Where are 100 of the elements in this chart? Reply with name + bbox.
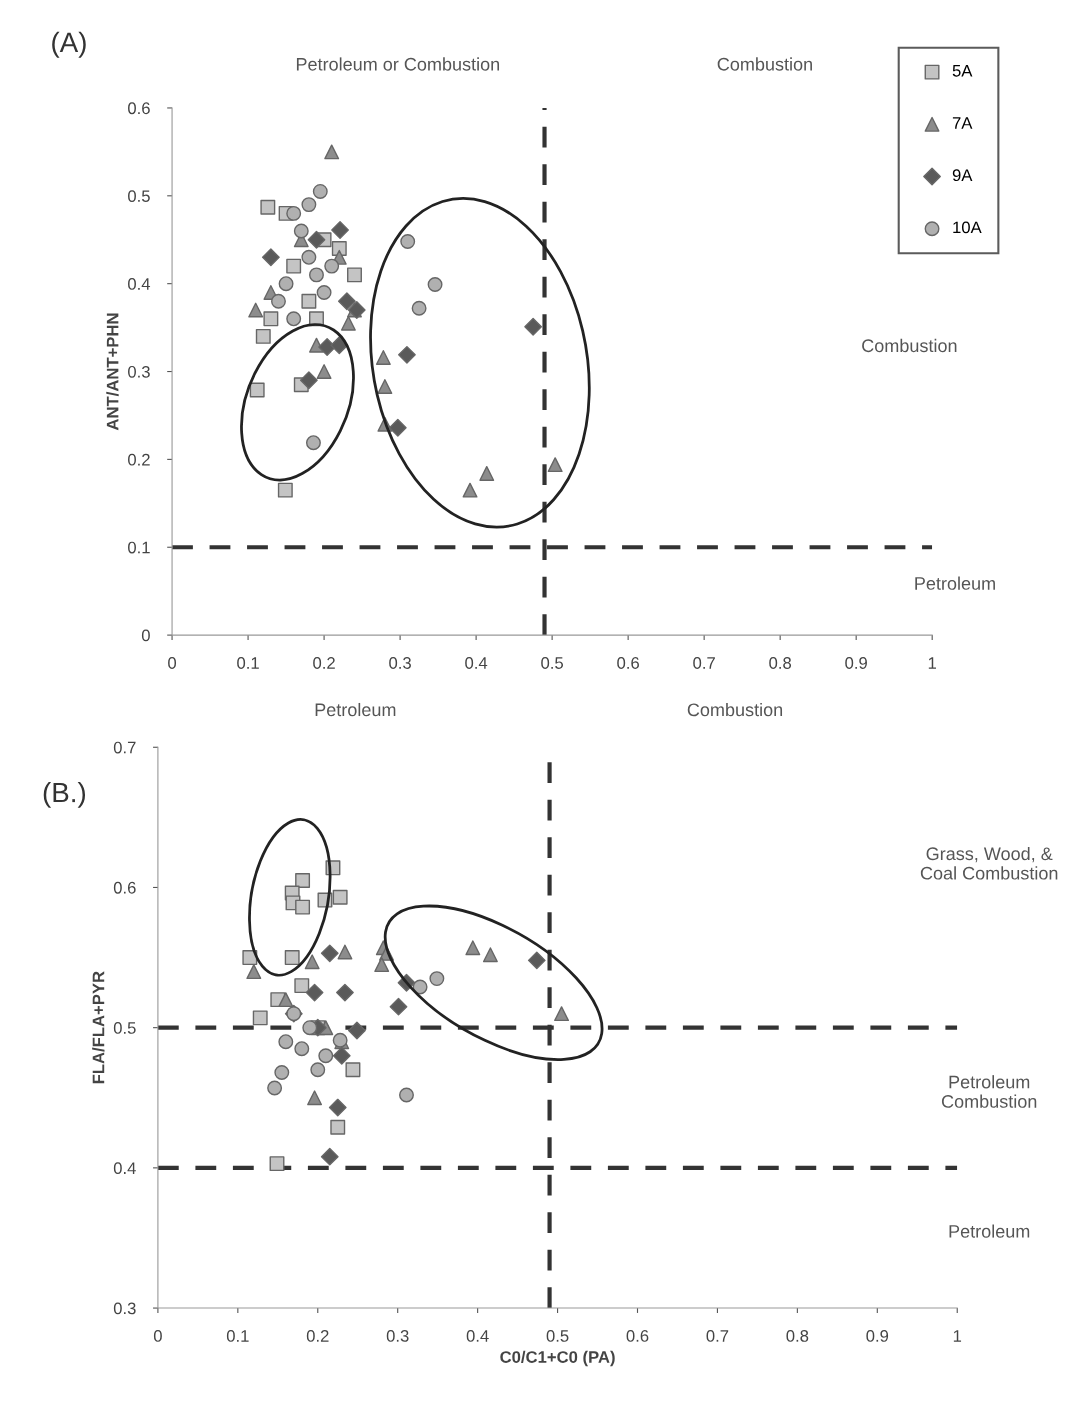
chart-title: (A)	[52, 31, 86, 58]
point	[274, 1065, 290, 1080]
point	[263, 311, 279, 327]
point	[399, 1087, 414, 1103]
y-tick-label: 0.4	[128, 278, 151, 290]
legend-label: 9A	[952, 169, 973, 182]
point	[318, 1048, 334, 1064]
y-tick-label: 0.1	[128, 541, 150, 554]
x-tick-label: 0.6	[617, 657, 639, 669]
x-tick-label: 0.7	[693, 657, 715, 669]
point	[345, 1062, 361, 1078]
x-tick-label: 0.7	[706, 1330, 729, 1342]
point	[309, 267, 324, 283]
point	[277, 482, 293, 498]
point	[331, 241, 347, 256]
point	[347, 267, 362, 283]
y-tick-label: 0.5	[128, 190, 150, 203]
point	[332, 889, 348, 905]
point	[293, 223, 309, 239]
legend-label: 7A	[952, 117, 973, 129]
text: Petroleum	[315, 702, 396, 717]
point	[304, 954, 320, 970]
annotation: Petroleum	[949, 1224, 1030, 1238]
point	[374, 957, 390, 973]
y-tick-label: 0.5	[113, 1022, 136, 1034]
annotation: Petroleum Combustion	[941, 1075, 1037, 1108]
x-tick-label: 1	[928, 657, 937, 669]
point	[271, 293, 286, 309]
legend-label: 10A	[953, 221, 982, 234]
y-tick-label: 0.6	[128, 102, 150, 115]
point	[316, 284, 332, 300]
point	[286, 258, 302, 274]
point	[305, 435, 321, 451]
x-tick-label: 0	[168, 657, 177, 669]
point	[295, 872, 311, 888]
point	[307, 230, 326, 249]
point	[278, 1034, 294, 1050]
y-tick-label: 0.7	[113, 741, 136, 754]
x-tick-label: 0.5	[541, 657, 564, 669]
point	[554, 1006, 570, 1022]
point	[388, 418, 407, 437]
x-tick-label: 0.9	[866, 1330, 889, 1342]
point	[482, 947, 498, 963]
point	[309, 337, 324, 353]
point	[527, 951, 546, 970]
point	[398, 345, 416, 364]
point	[330, 1119, 346, 1135]
point	[462, 482, 478, 498]
x-tick-label: 0.4	[466, 1330, 489, 1342]
x-axis-title: C0/C1+C0 (PA)	[500, 1350, 615, 1367]
point	[269, 1156, 285, 1172]
point	[307, 1090, 323, 1106]
annotation: Grass, Wood, & Coal Combustion	[920, 846, 1058, 880]
point	[347, 301, 366, 319]
point	[295, 899, 311, 915]
x-tick-label: 0.4	[465, 657, 488, 669]
y-tick-label: 0.3	[128, 365, 150, 378]
point	[524, 317, 543, 336]
x-tick-label: 1	[953, 1330, 962, 1342]
point	[246, 964, 262, 980]
y-tick-label: 0	[141, 629, 150, 642]
y-axis-title: ANT/ANT+PHN	[106, 313, 119, 431]
point	[547, 457, 563, 473]
point	[375, 350, 391, 365]
point	[429, 971, 445, 987]
point	[286, 205, 302, 221]
text: (B.)	[43, 781, 86, 808]
point	[260, 199, 276, 215]
x-tick-label: 0.5	[546, 1330, 569, 1342]
point	[261, 248, 280, 267]
text: Combustion	[687, 702, 783, 717]
x-tick-label: 0.9	[845, 657, 867, 669]
point	[400, 234, 416, 249]
point	[249, 382, 265, 398]
x-tick-label: 0.1	[226, 1330, 249, 1342]
point	[324, 144, 340, 160]
y-tick-label: 0.2	[128, 453, 150, 466]
annotation: Combustion	[862, 338, 957, 353]
point	[337, 944, 353, 960]
point	[301, 249, 317, 265]
point	[252, 1010, 268, 1026]
x-tick-label: 0.3	[386, 1330, 409, 1342]
point	[267, 1080, 283, 1096]
y-axis-title: FLA/FLA+PYR	[92, 971, 105, 1084]
x-tick-label: 0.3	[389, 657, 411, 669]
x-tick-label: 0.2	[313, 657, 335, 669]
point	[312, 183, 328, 199]
point	[320, 1147, 339, 1166]
point	[278, 992, 294, 1008]
point	[301, 293, 317, 309]
y-tick-label: 0.4	[113, 1162, 136, 1175]
x-tick-label: 0.6	[626, 1330, 649, 1342]
y-tick-label: 0.3	[113, 1302, 136, 1315]
point	[248, 302, 264, 318]
point	[310, 1062, 326, 1078]
annotation: Petroleum	[915, 576, 995, 590]
x-tick-label: 0.8	[786, 1330, 809, 1342]
x-tick-label: 0	[153, 1330, 162, 1342]
point	[294, 1041, 310, 1057]
point	[299, 371, 318, 390]
